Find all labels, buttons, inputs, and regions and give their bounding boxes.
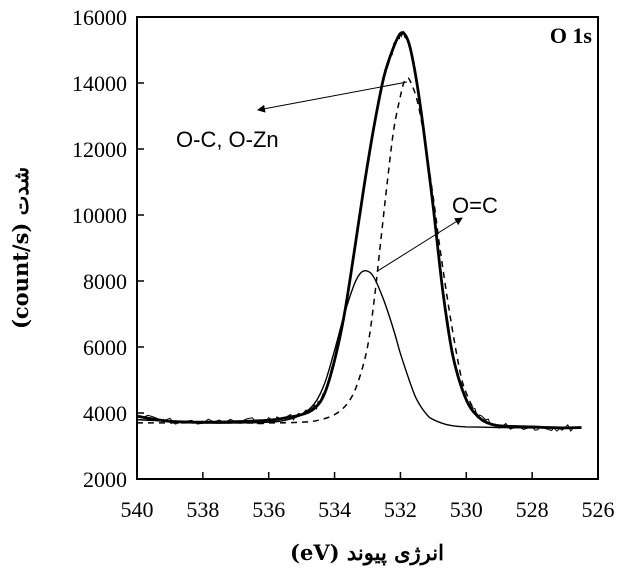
annotation-layer [257, 81, 463, 272]
y-axis-ticks: 2000 4000 6000 8000 10000 12000 14000 16000 [72, 5, 144, 492]
y-tick-label: 8000 [83, 269, 127, 294]
y-tick-label: 12000 [72, 137, 127, 162]
x-tick-label: 540 [121, 497, 154, 522]
x-tick-label: 538 [186, 497, 219, 522]
annotation-o-c-o-zn: O-C, O-Zn [176, 127, 279, 152]
series-layer [136, 30, 582, 432]
y-tick-label: 2000 [83, 467, 127, 492]
annotation-o-double-c: O=C [452, 193, 498, 218]
x-axis-title: انرژی پیوند (eV) [290, 540, 444, 566]
x-tick-label: 532 [384, 497, 417, 522]
y-tick-label: 6000 [83, 335, 127, 360]
x-tick-label: 526 [582, 497, 615, 522]
x-tick-label: 530 [450, 497, 483, 522]
y-axis-title: شدت (count/s) [8, 167, 33, 329]
x-tick-label: 528 [516, 497, 549, 522]
y-tick-label: 16000 [72, 5, 127, 30]
y-tick-label: 10000 [72, 203, 127, 228]
y-tick-label: 4000 [83, 401, 127, 426]
y-tick-label: 14000 [72, 71, 127, 96]
annotation-arrow-o-c-o-zn [257, 81, 408, 113]
x-tick-label: 536 [252, 497, 285, 522]
plot-frame [136, 16, 599, 480]
annotation-arrow-o-double-c [377, 217, 463, 272]
series-o-double-c-line [136, 270, 582, 429]
series-o-c-o-zn-line [137, 77, 582, 429]
series-envelope-line [136, 31, 582, 430]
x-axis-ticks: 540 538 536 534 532 530 528 526 [121, 472, 615, 522]
series-noise-trace [136, 30, 580, 432]
x-tick-label: 534 [318, 497, 351, 522]
panel-label: O 1s [550, 23, 593, 48]
